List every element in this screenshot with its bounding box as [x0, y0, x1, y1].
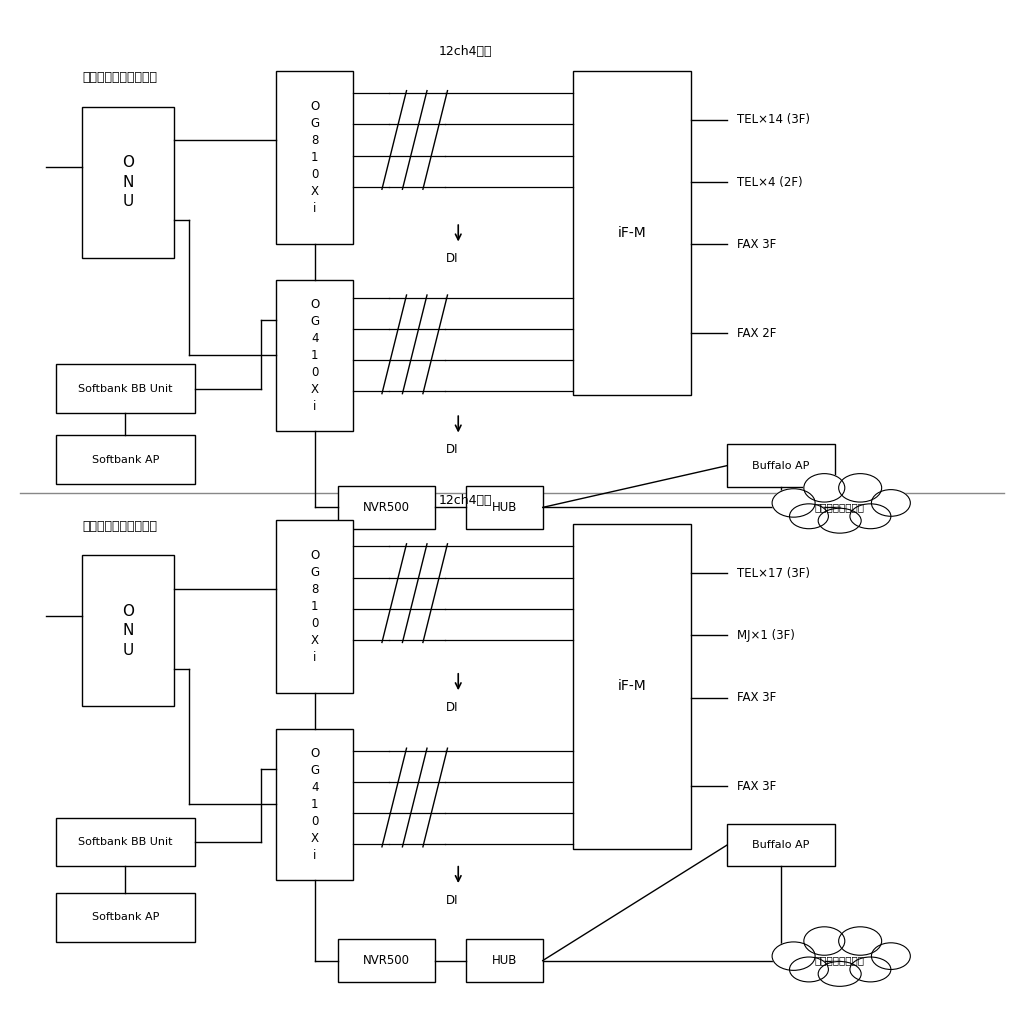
Text: O
G
4
1
0
X
i: O G 4 1 0 X i: [310, 747, 319, 862]
Bar: [276, 520, 353, 693]
Bar: [56, 817, 195, 866]
Ellipse shape: [839, 927, 882, 955]
Text: FAX 3F: FAX 3F: [737, 691, 776, 704]
Text: DI: DI: [445, 444, 459, 457]
Ellipse shape: [818, 961, 861, 987]
Text: Softbank BB Unit: Softbank BB Unit: [78, 384, 173, 394]
Text: 工事前／　設置機種：: 工事前／ 設置機種：: [82, 72, 157, 84]
Text: O
G
8
1
0
X
i: O G 8 1 0 X i: [310, 549, 319, 664]
Text: FAX 3F: FAX 3F: [737, 238, 776, 251]
Text: O
N
U: O N U: [122, 155, 134, 210]
Text: 社内ネットワーク: 社内ネットワーク: [815, 502, 864, 513]
Ellipse shape: [818, 509, 861, 533]
Text: HUB: HUB: [492, 954, 517, 967]
Bar: [573, 71, 691, 395]
Text: 社内ネットワーク: 社内ネットワーク: [815, 955, 864, 965]
Ellipse shape: [871, 489, 910, 517]
Bar: [466, 486, 543, 529]
Bar: [276, 280, 353, 431]
Text: Buffalo AP: Buffalo AP: [752, 461, 810, 471]
Text: DI: DI: [445, 252, 459, 265]
Ellipse shape: [804, 927, 845, 955]
Text: iF-M: iF-M: [617, 680, 647, 694]
Bar: [82, 555, 174, 706]
Text: Softbank AP: Softbank AP: [92, 455, 159, 465]
Text: iF-M: iF-M: [617, 226, 647, 240]
Text: TEL×14 (3F): TEL×14 (3F): [737, 113, 810, 127]
Bar: [573, 525, 691, 849]
Text: NVR500: NVR500: [364, 954, 410, 967]
Bar: [56, 893, 195, 942]
Text: MJ×1 (3F): MJ×1 (3F): [737, 629, 796, 642]
Text: 工事後／　設置機種：: 工事後／ 設置機種：: [82, 520, 157, 533]
Text: Buffalo AP: Buffalo AP: [752, 840, 810, 850]
Bar: [338, 939, 435, 982]
Text: Softbank AP: Softbank AP: [92, 913, 159, 923]
Bar: [56, 436, 195, 484]
Text: TEL×17 (3F): TEL×17 (3F): [737, 566, 810, 579]
Text: DI: DI: [445, 893, 459, 907]
Ellipse shape: [839, 474, 882, 502]
Text: TEL×4 (2F): TEL×4 (2F): [737, 175, 803, 188]
Ellipse shape: [772, 942, 815, 970]
Text: 12ch4番号: 12ch4番号: [439, 45, 493, 58]
Bar: [727, 824, 835, 866]
Bar: [276, 71, 353, 244]
Text: O
G
4
1
0
X
i: O G 4 1 0 X i: [310, 298, 319, 413]
Text: FAX 2F: FAX 2F: [737, 327, 776, 339]
Bar: [466, 939, 543, 982]
Text: HUB: HUB: [492, 500, 517, 514]
Ellipse shape: [850, 503, 891, 529]
Bar: [276, 728, 353, 879]
Ellipse shape: [790, 957, 828, 982]
Bar: [338, 486, 435, 529]
Bar: [727, 445, 835, 487]
Ellipse shape: [871, 943, 910, 969]
Bar: [82, 106, 174, 257]
Text: NVR500: NVR500: [364, 500, 410, 514]
Text: DI: DI: [445, 701, 459, 714]
Ellipse shape: [850, 957, 891, 982]
Ellipse shape: [772, 488, 815, 518]
Text: FAX 3F: FAX 3F: [737, 780, 776, 793]
Text: O
N
U: O N U: [122, 604, 134, 658]
Text: Softbank BB Unit: Softbank BB Unit: [78, 837, 173, 847]
Ellipse shape: [804, 474, 845, 502]
Ellipse shape: [790, 503, 828, 529]
Text: 12ch4番号: 12ch4番号: [439, 493, 493, 506]
Bar: [56, 365, 195, 413]
Text: O
G
8
1
0
X
i: O G 8 1 0 X i: [310, 100, 319, 215]
